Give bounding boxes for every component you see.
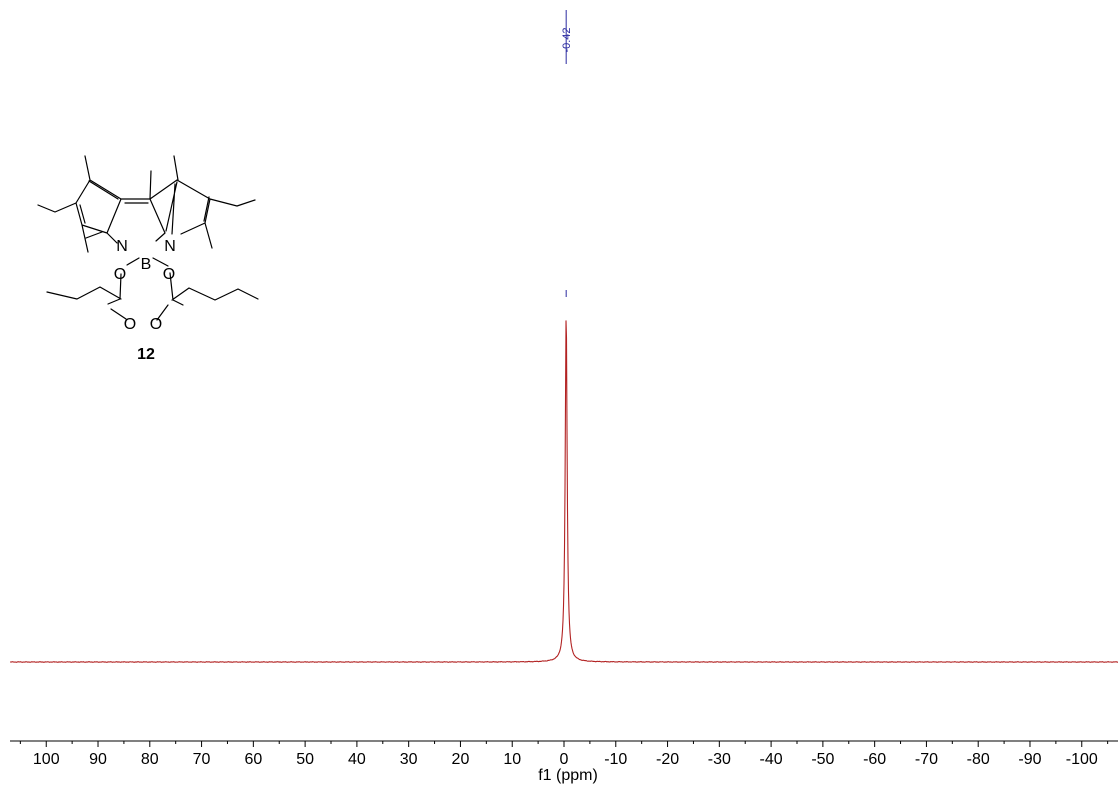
chemical-structure: N N B O O O O 12 [37, 155, 259, 363]
atom-o-left: O [114, 266, 126, 283]
x-tick-label: 40 [348, 751, 366, 768]
x-tick-label: 60 [244, 751, 262, 768]
x-tick-label: 30 [400, 751, 418, 768]
peak-annotations: -0.42 [561, 10, 573, 297]
x-tick-label: 100 [33, 751, 60, 768]
x-tick-label: 10 [503, 751, 521, 768]
atom-carbonyl-o-right: O [150, 316, 162, 333]
structure-bonds [37, 155, 259, 321]
x-tick-label: 80 [141, 751, 159, 768]
atom-boron: B [141, 256, 152, 273]
plot-area [9, 320, 1118, 663]
x-tick-label: -30 [708, 751, 731, 768]
x-tick-label: -40 [760, 751, 783, 768]
x-tick-label: 0 [560, 751, 569, 768]
atom-n-left: N [116, 238, 128, 255]
atom-carbonyl-o-left: O [124, 316, 136, 333]
x-tick-label: 20 [452, 751, 470, 768]
compound-number: 12 [137, 346, 155, 363]
atom-o-right: O [163, 266, 175, 283]
peak-label: -0.42 [561, 27, 573, 52]
x-axis-title: f1 (ppm) [538, 767, 598, 784]
x-tick-label: -60 [863, 751, 886, 768]
x-tick-label: -80 [967, 751, 990, 768]
x-tick-label: -90 [1018, 751, 1041, 768]
x-tick-label: -20 [656, 751, 679, 768]
x-tick-label: -50 [811, 751, 834, 768]
x-tick-label: -100 [1066, 751, 1098, 768]
x-axis: 100 90 80 70 60 50 40 30 20 10 0 -10 -20 -30 -40 -50 -60… [10, 740, 1118, 768]
x-tick-label: 70 [193, 751, 211, 768]
x-tick-label: 50 [296, 751, 314, 768]
atom-n-right: N [164, 238, 176, 255]
x-tick-label: -10 [604, 751, 627, 768]
spectrum-trace [9, 320, 1118, 663]
x-tick-label: -70 [915, 751, 938, 768]
imine-double-bond [85, 231, 103, 239]
x-tick-label: 90 [89, 751, 107, 768]
